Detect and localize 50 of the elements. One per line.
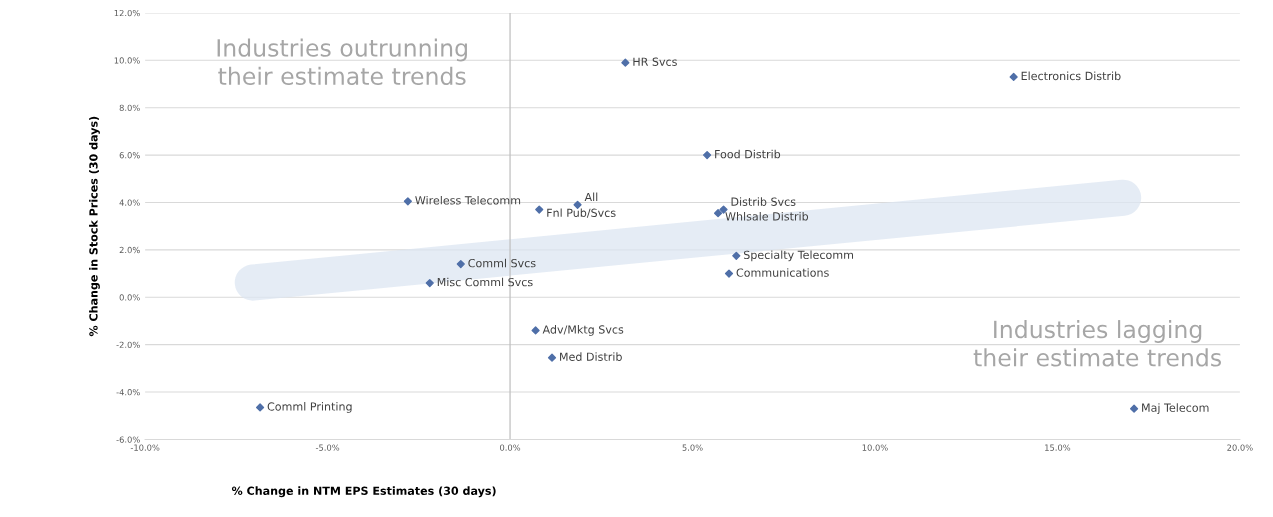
x-tick-label: -10.0% bbox=[130, 444, 160, 451]
point bbox=[732, 251, 741, 260]
point bbox=[1129, 404, 1139, 413]
annotation: Comml Printing bbox=[267, 402, 352, 413]
annotation: All bbox=[584, 192, 598, 201]
y-axis-title: % Change in Stock Prices (30 days) bbox=[89, 116, 100, 337]
annotation: Industries lagging their estimate trends bbox=[973, 320, 1221, 367]
annotation: Whlsale Distrib bbox=[725, 211, 809, 221]
point bbox=[1009, 72, 1018, 82]
y-tick-label: 2.0% bbox=[119, 246, 140, 254]
y-tick-label: 0.0% bbox=[119, 294, 140, 301]
y-tick-label: -4.0% bbox=[116, 389, 140, 396]
point bbox=[713, 209, 723, 218]
y-tick-label: -6.0% bbox=[116, 436, 140, 443]
x-tick-label: -5.0% bbox=[315, 444, 340, 451]
annotation: HR Svcs bbox=[633, 57, 677, 66]
point bbox=[621, 58, 630, 67]
x-tick-label: 0.0% bbox=[500, 444, 521, 451]
x-tick-label: 10.0% bbox=[862, 444, 888, 451]
annotation: Misc Comml Svcs bbox=[437, 277, 533, 287]
y-tick-label: 8.0% bbox=[119, 104, 140, 111]
y-tick-label: 4.0% bbox=[119, 199, 140, 206]
annotation: Med Distrib bbox=[560, 352, 622, 361]
point bbox=[403, 197, 412, 206]
annotation: Distrib Svcs bbox=[731, 197, 796, 206]
annotation: Wireless Telecomm bbox=[415, 195, 521, 205]
annotation: Industries outrunning their estimate trends bbox=[217, 38, 467, 86]
point bbox=[547, 353, 557, 362]
annotation: Food Distrib bbox=[715, 149, 781, 159]
annotation: Adv/Mktg Svcs bbox=[542, 325, 624, 336]
x-axis-title: % Change in NTM EPS Estimates (30 days) bbox=[231, 486, 496, 498]
annotation: Comml Svcs bbox=[468, 258, 536, 268]
point bbox=[425, 278, 434, 288]
point bbox=[535, 205, 544, 214]
annotation: Communications bbox=[736, 268, 829, 277]
x-tick-label: 15.0% bbox=[1045, 444, 1071, 451]
annotation: Electronics Distrib bbox=[1021, 71, 1121, 81]
point bbox=[703, 151, 712, 160]
point bbox=[456, 260, 465, 269]
annotation: Fnl Pub/Svcs bbox=[547, 208, 616, 218]
annotation: Maj Telecom bbox=[1142, 403, 1209, 415]
x-tick-label: 20.0% bbox=[1227, 444, 1253, 451]
y-tick-label: 6.0% bbox=[119, 152, 140, 159]
y-tick-label: 12.0% bbox=[114, 9, 140, 17]
annotation: Specialty Telecomm bbox=[743, 250, 854, 262]
x-tick-label: 5.0% bbox=[682, 444, 703, 451]
y-tick-label: -2.0% bbox=[116, 341, 140, 348]
point bbox=[719, 205, 728, 214]
point bbox=[531, 326, 540, 335]
y-tick-label: 10.0% bbox=[114, 57, 140, 64]
